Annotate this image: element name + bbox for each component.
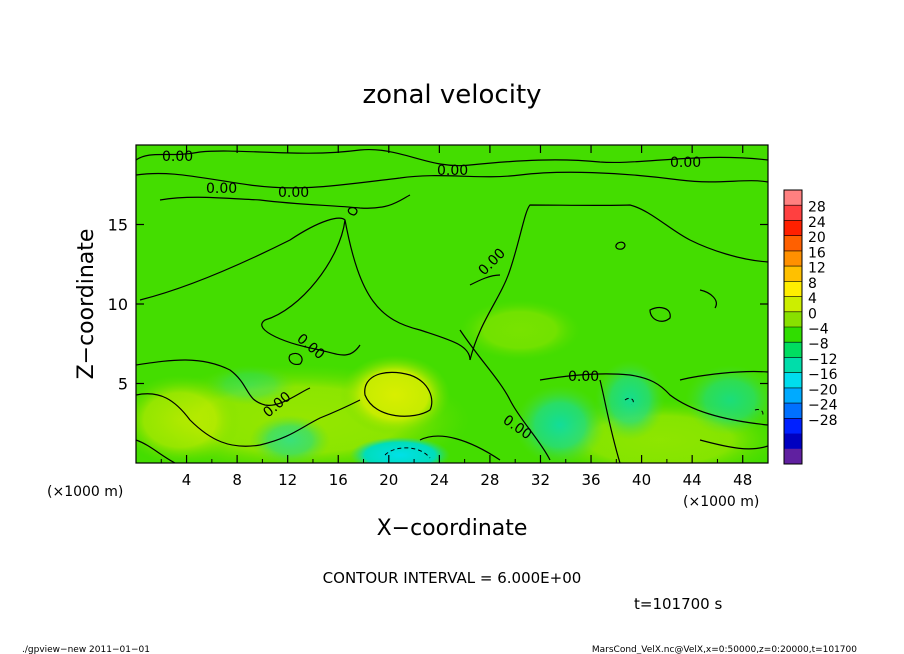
- footer-left: ./gpview−new 2011−01−01: [22, 645, 150, 654]
- time-label: t=101700 s: [634, 595, 722, 613]
- colorbar-swatch: [784, 235, 802, 252]
- colorbar-swatch: [784, 220, 802, 237]
- colorbar-swatch: [784, 403, 802, 419]
- y-unit-label: (×1000 m): [47, 484, 123, 500]
- contour-label: 0.00: [278, 185, 309, 201]
- colorbar-swatch: [784, 190, 802, 206]
- colorbar-swatch: [784, 433, 802, 450]
- colorbar-label: −20: [808, 382, 838, 398]
- colorbar-label: 8: [808, 276, 817, 292]
- contour-label: 0.00: [206, 181, 237, 197]
- x-tick-label: 12: [278, 471, 297, 489]
- colorbar-swatch: [784, 418, 802, 435]
- colorbar-label: −12: [808, 352, 838, 368]
- y-axis: 5 10 15: [108, 216, 768, 394]
- contour-label: 0.00: [670, 155, 701, 171]
- colorbar-label: −4: [808, 322, 829, 338]
- colorbar-swatch: [784, 448, 802, 465]
- colorbar-swatch: [784, 342, 802, 358]
- colorbar-label: −28: [808, 413, 838, 429]
- colorbar-swatch: [784, 250, 802, 267]
- contour-lines: [136, 148, 768, 463]
- contour-label: 0.00: [437, 163, 468, 179]
- contour-label: 0.00: [162, 149, 193, 165]
- colorbar-label: 20: [808, 230, 826, 246]
- colorbar-label: 4: [808, 291, 817, 307]
- colorbar-label: −24: [808, 398, 838, 414]
- x-tick-label: 8: [232, 471, 242, 489]
- colorbar-label: −16: [808, 367, 838, 383]
- y-tick-label: 15: [108, 216, 128, 235]
- colorbar-swatch: [784, 327, 802, 343]
- contour-interval-note: CONTOUR INTERVAL = 6.000E+00: [323, 569, 582, 587]
- colorbar-label: 16: [808, 245, 826, 261]
- colorbar-swatch: [784, 266, 802, 282]
- colorbar-label: −8: [808, 337, 829, 353]
- footer-right: MarsCond_VelX.nc@VelX,x=0:50000,z=0:2000…: [592, 645, 857, 654]
- colorbar-label: 24: [808, 215, 826, 231]
- colorbar-swatch: [784, 372, 802, 389]
- colorbar-swatch: [784, 296, 802, 313]
- y-tick-label: 5: [118, 375, 128, 394]
- colorbar-label: 0: [808, 306, 817, 322]
- x-tick-label: 4: [182, 471, 192, 489]
- x-tick-label: 40: [632, 471, 651, 489]
- x-axis: 4 8 12 16 20 24 28 32 36 40 44 48: [160, 145, 752, 489]
- x-tick-label: 44: [683, 471, 702, 489]
- x-tick-label: 16: [329, 471, 348, 489]
- x-tick-label: 36: [581, 471, 600, 489]
- contour-label: 0.00: [568, 369, 599, 385]
- y-tick-label: 10: [108, 295, 128, 314]
- colorbar-swatch: [784, 311, 802, 328]
- x-tick-label: 32: [531, 471, 550, 489]
- plot-field: [136, 145, 768, 463]
- colorbar-swatch: [784, 281, 802, 298]
- colorbar-swatch: [784, 387, 802, 404]
- chart-title: zonal velocity: [362, 80, 541, 110]
- colorbar-swatch: [784, 357, 802, 374]
- colorbar-label: 12: [808, 261, 826, 277]
- x-tick-label: 48: [733, 471, 752, 489]
- x-axis-label: X−coordinate: [377, 516, 528, 541]
- colorbar-label: 28: [808, 200, 826, 216]
- x-unit-label: (×1000 m): [683, 494, 759, 510]
- colorbar-swatch: [784, 205, 802, 221]
- x-tick-label: 20: [379, 471, 398, 489]
- x-tick-label: 24: [430, 471, 449, 489]
- y-axis-label: Z−coordinate: [74, 229, 99, 380]
- x-tick-label: 28: [480, 471, 499, 489]
